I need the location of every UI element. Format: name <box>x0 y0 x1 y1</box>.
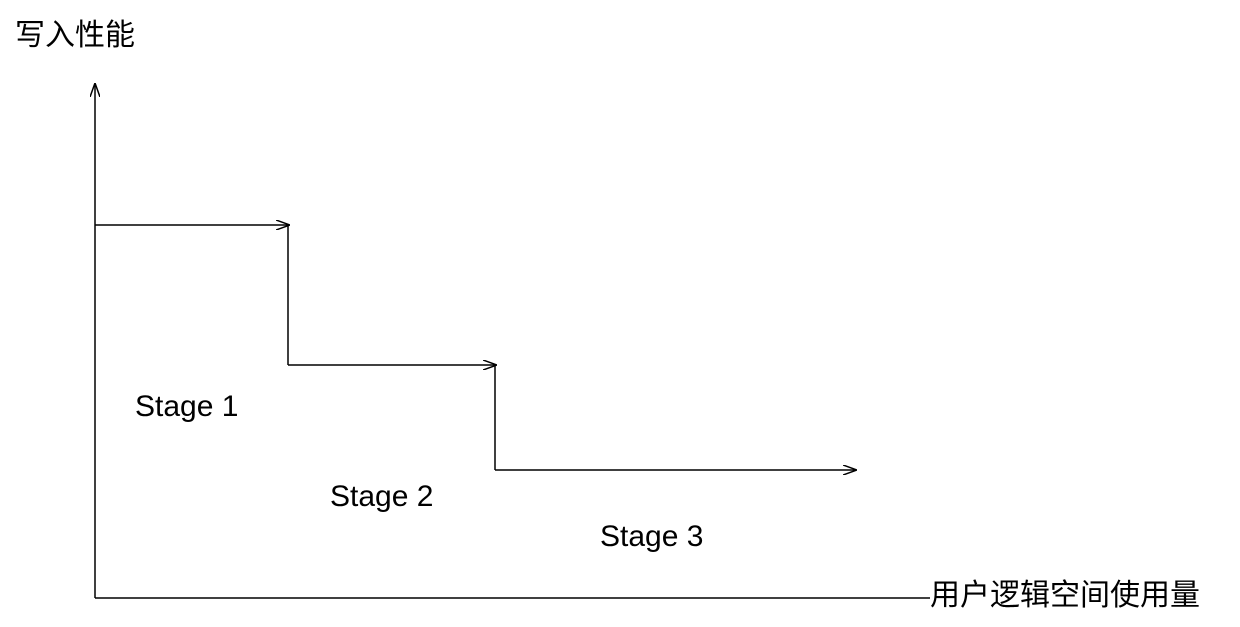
lines-group <box>95 85 930 598</box>
diagram-svg <box>0 0 1240 627</box>
diagram-canvas: 写入性能 用户逻辑空间使用量 Stage 1 Stage 2 Stage 3 <box>0 0 1240 627</box>
